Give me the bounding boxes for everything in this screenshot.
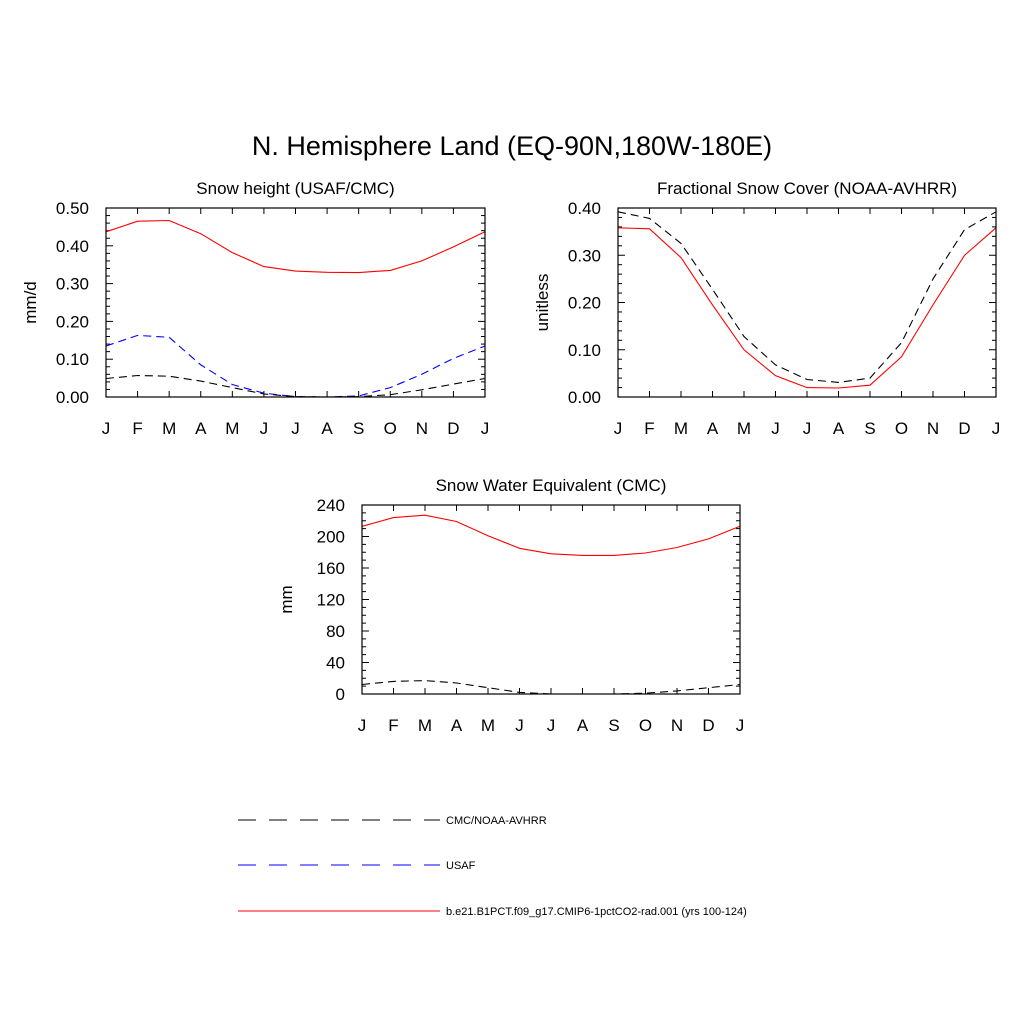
- panel-snow-height: Snow height (USAF/CMC)mm/dJ F M A M J J A S O N D J0…: [21, 179, 489, 438]
- legend-label: b.e21.B1PCT.f09_g17.CMIP6-1pctCO2-rad.00…: [446, 906, 747, 918]
- x-tick-label: N: [671, 716, 683, 735]
- legend-label: CMC/NOAA-AVHRR: [446, 815, 547, 827]
- y-tick-label: 0.40: [568, 199, 601, 218]
- x-tick-label: J: [771, 419, 780, 438]
- panel-title: Snow Water Equivalent (CMC): [436, 476, 667, 495]
- series-line-b-e21-b1pct-f09-g17-cmip6-1pctco2-rad-001-yrs-100-124: [361, 514, 741, 556]
- y-tick-label: 0.40: [56, 237, 89, 256]
- x-tick-label: D: [702, 716, 714, 735]
- y-tick-label: 80: [326, 622, 345, 641]
- x-tick-label: S: [864, 419, 875, 438]
- x-tick-label: O: [895, 419, 908, 438]
- x-tick-label: A: [707, 419, 719, 438]
- x-tick-label: A: [451, 716, 463, 735]
- x-tick-label: D: [958, 419, 970, 438]
- panel-snow-water-equivalent: Snow Water Equivalent (CMC)mmJ F M A M J J A S O N…: [277, 476, 744, 735]
- panel-fractional-snow-cover: Fractional Snow Cover (NOAA-AVHRR) unitle…: [533, 179, 1000, 438]
- y-tick-label: 240: [317, 496, 345, 515]
- x-tick-label: J: [358, 716, 367, 735]
- y-tick-label: 0: [336, 685, 345, 704]
- panel-title: Fractional Snow Cover (NOAA-AVHRR): [657, 179, 957, 198]
- x-tick-label: O: [384, 419, 397, 438]
- plot-frame: [361, 504, 741, 695]
- x-tick-label: S: [353, 419, 364, 438]
- y-tick-label: 40: [326, 654, 345, 673]
- x-tick-label: A: [321, 419, 333, 438]
- x-tick-label: M: [162, 419, 176, 438]
- x-tick-label: N: [927, 419, 939, 438]
- x-tick-label: J: [614, 419, 623, 438]
- x-tick-label: F: [644, 419, 654, 438]
- x-tick-label: N: [416, 419, 428, 438]
- x-tick-label: S: [608, 716, 619, 735]
- x-tick-label: A: [195, 419, 207, 438]
- x-tick-label: J: [992, 419, 1001, 438]
- x-tick-label: J: [291, 419, 300, 438]
- x-tick-label: M: [737, 419, 751, 438]
- y-tick-label: 0.00: [568, 388, 601, 407]
- series-line-usaf: [105, 334, 486, 398]
- y-tick-label: 0.30: [56, 275, 89, 294]
- series-line-b-e21-b1pct-f09-g17-cmip6-1pctco2-rad-001-yrs-100-124: [617, 227, 997, 389]
- panel-title: Snow height (USAF/CMC): [196, 179, 394, 198]
- x-tick-label: J: [547, 716, 556, 735]
- x-tick-label: J: [102, 419, 111, 438]
- y-axis-label: mm: [277, 585, 296, 613]
- x-tick-label: D: [447, 419, 459, 438]
- legend-label: USAF: [446, 860, 476, 872]
- y-tick-label: 0.00: [56, 388, 89, 407]
- series-line-cmc-noaa-avhrr: [617, 211, 997, 383]
- y-tick-label: 0.10: [56, 350, 89, 369]
- series-line-b-e21-b1pct-f09-g17-cmip6-1pctco2-rad-001-yrs-100-124: [105, 219, 486, 274]
- x-tick-label: A: [833, 419, 845, 438]
- x-tick-label: M: [225, 419, 239, 438]
- y-tick-label: 0.20: [568, 294, 601, 313]
- x-tick-label: J: [736, 716, 745, 735]
- page-title: N. Hemisphere Land (EQ-90N,180W-180E): [251, 131, 773, 161]
- y-tick-label: 200: [317, 528, 345, 547]
- x-tick-label: M: [481, 716, 495, 735]
- y-tick-label: 0.10: [568, 341, 601, 360]
- x-tick-label: J: [803, 419, 812, 438]
- x-tick-label: J: [260, 419, 269, 438]
- y-tick-label: 0.50: [56, 199, 89, 218]
- x-tick-label: F: [388, 716, 398, 735]
- x-tick-label: M: [674, 419, 688, 438]
- y-axis-label: mm/d: [21, 281, 40, 324]
- y-axis-label: unitless: [533, 274, 552, 332]
- plot-frame: [105, 207, 486, 398]
- y-tick-label: 160: [317, 559, 345, 578]
- x-tick-label: F: [132, 419, 142, 438]
- series-line-cmc-noaa-avhrr: [105, 374, 486, 398]
- y-tick-label: 120: [317, 591, 345, 610]
- y-tick-label: 0.30: [568, 246, 601, 265]
- x-tick-label: O: [639, 716, 652, 735]
- x-tick-label: J: [515, 716, 524, 735]
- x-tick-label: M: [418, 716, 432, 735]
- legend: CMC/NOAA-AVHRR USAF b.e21.B1PCT.f09_g17.CM…: [238, 815, 747, 918]
- plot-frame: [617, 207, 997, 398]
- x-tick-label: A: [577, 716, 589, 735]
- y-tick-label: 0.20: [56, 312, 89, 331]
- x-tick-label: J: [481, 419, 490, 438]
